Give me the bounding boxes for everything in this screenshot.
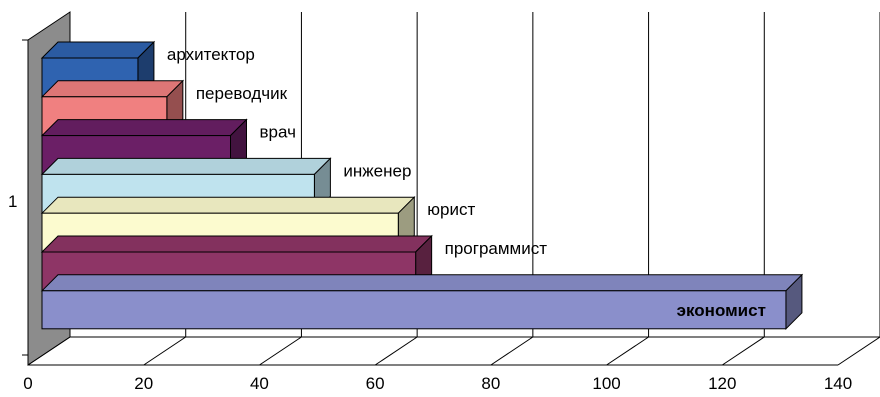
floor — [28, 336, 880, 366]
floor-gridline — [374, 336, 418, 366]
floor-gridline — [143, 336, 186, 366]
x-tick-label: 100 — [592, 374, 620, 392]
bar-top — [40, 157, 332, 175]
category-axis: 1 — [8, 39, 28, 356]
bar-label: программист — [445, 239, 548, 258]
x-tick-label: 40 — [250, 374, 269, 392]
bar-label: врач — [260, 123, 296, 142]
floor-gridline — [722, 336, 765, 366]
bar-top — [40, 41, 156, 59]
floor-gridline — [606, 336, 649, 366]
floor-gridline — [837, 336, 880, 366]
category-label: 1 — [8, 192, 17, 211]
floor-gridline — [27, 336, 71, 366]
bar-top — [40, 80, 185, 98]
x-tick-label: 120 — [708, 374, 736, 392]
x-tick-label: 140 — [824, 374, 852, 392]
bar-front — [41, 290, 787, 330]
bar-label: архитектор — [167, 45, 255, 64]
bar-top — [40, 235, 433, 253]
x-tick-label: 0 — [23, 374, 32, 392]
bar-labels: архитектор переводчик врач инженер юрист прог… — [167, 45, 766, 320]
x-tick-label: 20 — [134, 374, 153, 392]
bars — [40, 40, 804, 331]
bar-top — [40, 119, 248, 137]
bar-label: переводчик — [196, 84, 288, 103]
bar — [40, 273, 804, 331]
bar-label: экономист — [677, 301, 766, 320]
floor-gridline — [490, 336, 534, 366]
x-tick-label: 80 — [481, 374, 500, 392]
bar-label: инженер — [343, 161, 411, 180]
bar-top — [40, 196, 416, 214]
floor-gridline — [259, 336, 302, 366]
x-tick-label: 60 — [366, 374, 385, 392]
x-tick-labels: 0 20 40 60 80 100 120 140 — [23, 374, 852, 393]
bar-top — [40, 274, 804, 292]
bar-label: юрист — [427, 200, 475, 219]
